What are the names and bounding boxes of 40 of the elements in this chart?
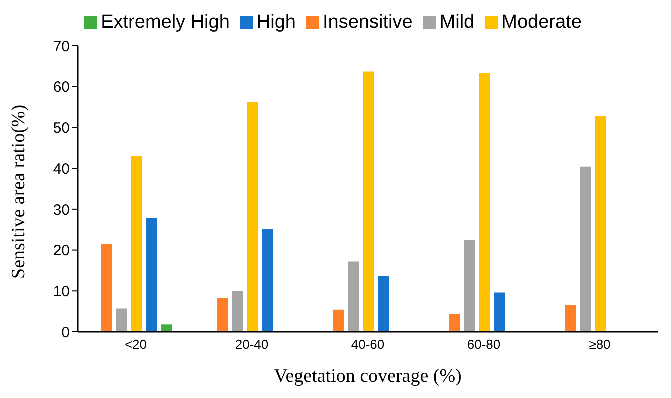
legend-label: Extremely High — [101, 12, 230, 33]
bar — [101, 244, 112, 332]
bar — [161, 324, 172, 332]
bar — [363, 72, 374, 332]
bar — [378, 276, 390, 332]
bar — [333, 310, 344, 332]
x-tick-label: <20 — [124, 337, 148, 352]
y-tick-label: 50 — [53, 120, 70, 138]
y-tick-label: 60 — [53, 79, 70, 96]
bar — [232, 292, 244, 332]
x-tick-label: 60-80 — [467, 337, 501, 352]
y-tick-label: 10 — [53, 283, 70, 300]
bar — [217, 298, 228, 332]
bar — [464, 240, 476, 332]
y-tick-label: 30 — [53, 202, 70, 219]
bar — [131, 156, 142, 332]
bar — [247, 102, 258, 332]
legend-label: Moderate — [502, 12, 582, 33]
y-tick-label: 20 — [53, 242, 70, 260]
bar — [348, 262, 360, 332]
y-axis-title: Sensitive area ratio(%) — [8, 104, 30, 279]
bar — [580, 166, 592, 332]
x-tick-label: 20-40 — [235, 337, 269, 352]
bar — [565, 305, 576, 332]
bar — [595, 116, 606, 332]
legend-label: Mild — [440, 12, 475, 33]
legend-label: Insensitive — [323, 12, 413, 33]
bar — [479, 73, 490, 332]
y-tick-label: 70 — [53, 38, 70, 56]
bar — [449, 314, 460, 332]
x-tick-label: ≥80 — [589, 337, 611, 352]
bar — [116, 308, 128, 332]
x-axis-title: Vegetation coverage (%) — [274, 366, 462, 387]
bar — [262, 229, 274, 332]
bar — [146, 218, 158, 332]
bar — [494, 292, 506, 332]
x-tick-label: 40-60 — [351, 337, 385, 352]
y-tick-label: 0 — [62, 324, 70, 342]
legend-label: High — [256, 12, 296, 33]
y-tick-label: 40 — [53, 160, 70, 178]
